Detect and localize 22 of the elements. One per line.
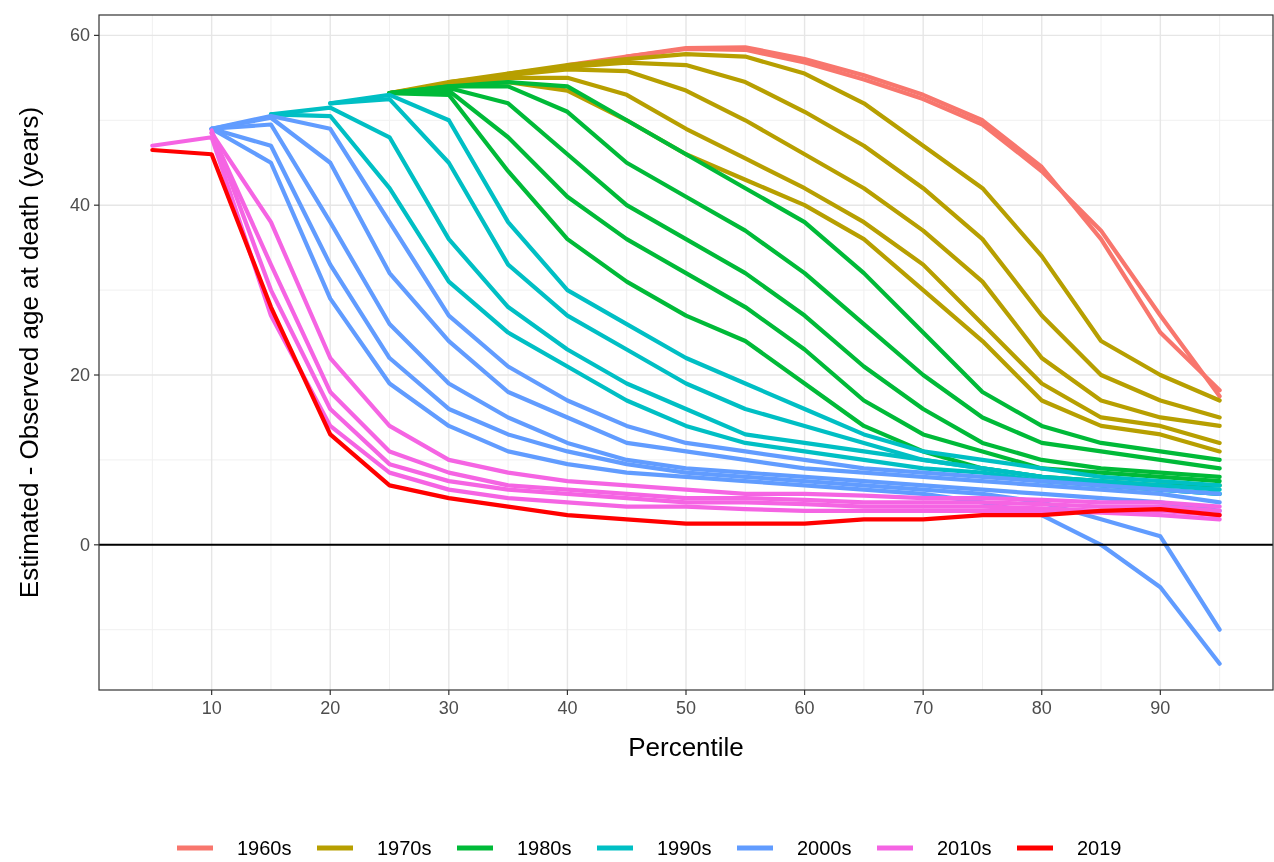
y-tick-label: 60 [69,25,90,46]
x-tick-label: 60 [794,698,815,718]
x-tick-label: 20 [320,698,341,718]
x-tick-label: 10 [201,698,222,718]
x-tick-label: 90 [1150,698,1171,718]
legend-label: 2000s [797,837,852,859]
legend-label: 1960s [237,837,292,859]
y-tick-label: 0 [79,534,90,555]
legend-label: 1990s [657,837,712,859]
y-tick-label: 40 [69,195,90,216]
x-tick-label: 70 [913,698,934,718]
y-axis-title: Estimated - Observed age at death (years) [14,106,44,599]
x-tick-label: 40 [557,698,578,718]
x-axis-title: Percentile [628,732,744,762]
legend-label: 2010s [937,837,992,859]
x-tick-label: 50 [675,698,697,718]
x-tick-label: 80 [1031,698,1052,718]
legend-label: 2019 [1077,837,1122,859]
y-tick-label: 20 [69,365,90,385]
legend-label: 1970s [377,837,432,859]
legend-label: 1980s [517,837,572,859]
x-tick-label: 30 [438,698,459,718]
